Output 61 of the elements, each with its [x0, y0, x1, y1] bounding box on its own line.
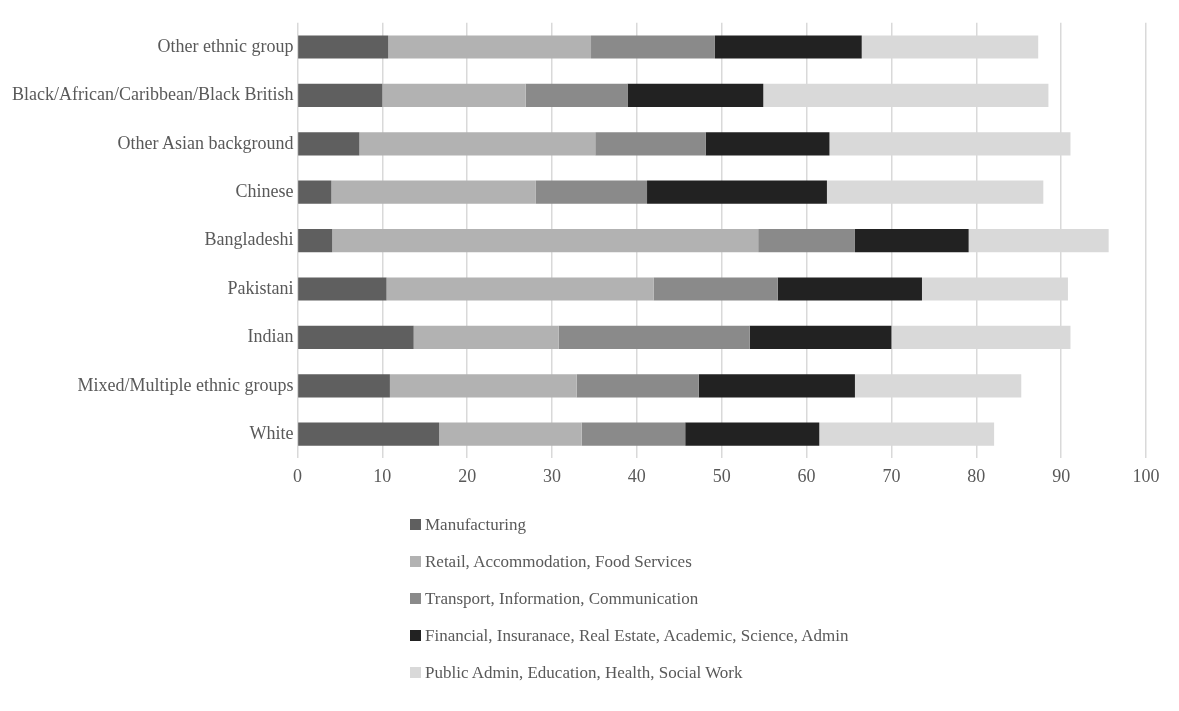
- y-tick-label: Pakistani: [227, 277, 294, 298]
- bar: [854, 228, 969, 253]
- legend-label: Public Admin, Education, Health, Social Work: [425, 662, 743, 683]
- bar: [535, 180, 648, 204]
- bar: [298, 325, 414, 350]
- x-tick-label: 20: [458, 465, 477, 486]
- legend-label: Transport, Information, Communication: [425, 588, 699, 609]
- bar: [389, 374, 577, 398]
- bar: [705, 132, 830, 156]
- bar: [382, 83, 526, 108]
- bar: [413, 325, 559, 350]
- y-tick-label: Mixed/Multiple ethnic groups: [77, 374, 294, 395]
- x-tick-label: 10: [373, 465, 392, 486]
- bar: [388, 35, 592, 59]
- bar: [576, 374, 699, 398]
- bar: [698, 374, 855, 398]
- x-tick-label: 50: [712, 465, 731, 486]
- bar: [298, 422, 440, 446]
- bar: [758, 228, 855, 253]
- y-tick-label: Chinese: [235, 180, 294, 201]
- bar: [386, 277, 654, 301]
- bar: [332, 228, 759, 253]
- bar: [298, 374, 390, 398]
- bar: [714, 35, 862, 59]
- x-tick-label: 100: [1132, 465, 1160, 486]
- bar: [653, 277, 778, 301]
- y-tick-label: Indian: [247, 326, 294, 347]
- x-tick-label: 80: [967, 465, 986, 486]
- bar: [298, 180, 332, 204]
- bar: [298, 132, 360, 156]
- bar: [581, 422, 686, 446]
- x-tick-label: 70: [882, 465, 901, 486]
- y-tick-label: Other ethnic group: [157, 35, 294, 56]
- legend-label: Retail, Accommodation, Food Services: [425, 551, 692, 572]
- bar: [298, 35, 389, 59]
- bar: [591, 35, 715, 59]
- y-tick-label: Other Asian background: [117, 132, 294, 153]
- legend-label: Manufacturing: [425, 514, 527, 535]
- bar: [777, 277, 922, 301]
- bar: [558, 325, 750, 350]
- bar: [595, 132, 706, 156]
- bar: [627, 83, 764, 108]
- bar: [359, 132, 596, 156]
- bar: [525, 83, 628, 108]
- x-tick-label: 90: [1052, 465, 1071, 486]
- y-tick-label: Black/African/Caribbean/Black British: [12, 84, 294, 105]
- x-tick-label: 60: [797, 465, 816, 486]
- y-tick-label: White: [249, 422, 294, 443]
- bar: [298, 277, 387, 301]
- x-tick-label: 40: [627, 465, 646, 486]
- bar: [749, 325, 892, 350]
- bar: [685, 422, 820, 446]
- x-tick-label: 30: [542, 465, 561, 486]
- bar: [331, 180, 536, 204]
- legend-label: Financial, Insuranace, Real Estate, Academic, Science, Admin: [425, 625, 849, 646]
- bar: [439, 422, 582, 446]
- y-tick-label: Bangladeshi: [204, 229, 294, 250]
- x-tick-label: 0: [292, 465, 302, 486]
- bar: [647, 180, 827, 204]
- bar: [298, 228, 333, 253]
- bar: [298, 83, 383, 108]
